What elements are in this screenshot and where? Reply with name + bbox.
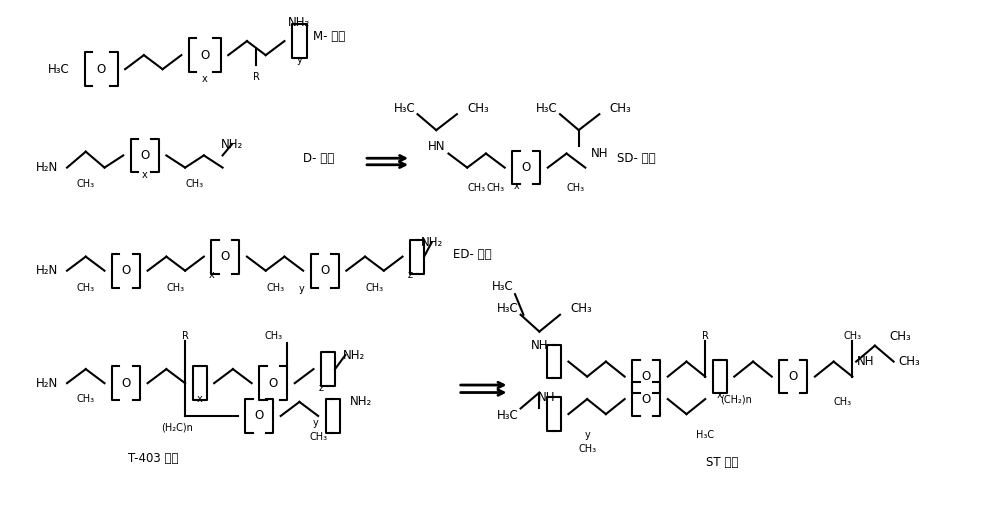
Text: NH: NH bbox=[531, 339, 548, 352]
Text: x: x bbox=[142, 170, 148, 180]
Text: CH₃: CH₃ bbox=[77, 394, 95, 404]
Text: NH: NH bbox=[591, 147, 608, 160]
Text: CH₃: CH₃ bbox=[467, 102, 489, 115]
Text: R: R bbox=[253, 72, 260, 82]
Text: H₃C: H₃C bbox=[394, 102, 416, 115]
Text: O: O bbox=[642, 393, 651, 406]
Text: H₂N: H₂N bbox=[36, 264, 58, 277]
Text: H₃C: H₃C bbox=[497, 302, 519, 315]
Text: NH₂: NH₂ bbox=[221, 138, 243, 151]
Text: y: y bbox=[298, 284, 304, 294]
Text: CH₃: CH₃ bbox=[468, 183, 486, 193]
Text: CH₃: CH₃ bbox=[77, 178, 95, 189]
Text: CH₃: CH₃ bbox=[185, 178, 204, 189]
Text: M- 系列: M- 系列 bbox=[313, 30, 345, 43]
Text: y: y bbox=[584, 430, 590, 440]
Text: O: O bbox=[121, 376, 131, 389]
Text: y: y bbox=[297, 55, 302, 65]
Text: (CH₂)n: (CH₂)n bbox=[720, 394, 752, 404]
Text: HN: HN bbox=[428, 139, 445, 152]
Text: SD- 系列: SD- 系列 bbox=[617, 152, 656, 165]
Text: O: O bbox=[522, 161, 531, 174]
Text: x: x bbox=[716, 391, 722, 400]
Text: CH₃: CH₃ bbox=[570, 302, 592, 315]
Text: O: O bbox=[789, 370, 798, 383]
Text: CH₃: CH₃ bbox=[898, 355, 920, 368]
Text: O: O bbox=[320, 264, 329, 277]
Text: R: R bbox=[182, 331, 189, 341]
Text: O: O bbox=[255, 409, 264, 422]
Text: CH₃: CH₃ bbox=[486, 183, 504, 193]
Text: CH₃: CH₃ bbox=[567, 183, 585, 193]
Text: CH₃: CH₃ bbox=[843, 331, 861, 341]
Text: O: O bbox=[269, 376, 278, 389]
Text: H₂N: H₂N bbox=[36, 376, 58, 389]
Text: NH₂: NH₂ bbox=[288, 16, 311, 29]
Text: D- 系列: D- 系列 bbox=[303, 152, 334, 165]
Text: H₃C: H₃C bbox=[48, 63, 70, 76]
Text: R: R bbox=[702, 331, 709, 341]
Text: CH₃: CH₃ bbox=[889, 330, 911, 343]
Text: CH₃: CH₃ bbox=[833, 397, 851, 407]
Text: NH: NH bbox=[538, 391, 556, 404]
Text: H₃C: H₃C bbox=[536, 102, 558, 115]
Text: O: O bbox=[96, 63, 105, 76]
Text: y: y bbox=[312, 419, 318, 428]
Text: (H₂C)n: (H₂C)n bbox=[161, 422, 193, 432]
Text: O: O bbox=[121, 264, 131, 277]
Text: CH₃: CH₃ bbox=[578, 444, 596, 454]
Text: x: x bbox=[202, 73, 208, 84]
Text: H₂N: H₂N bbox=[36, 161, 58, 174]
Text: O: O bbox=[200, 49, 209, 62]
Text: CH₃: CH₃ bbox=[266, 282, 284, 293]
Text: NH: NH bbox=[857, 355, 874, 368]
Text: H₃C: H₃C bbox=[696, 430, 714, 440]
Text: CH₃: CH₃ bbox=[610, 102, 631, 115]
Text: NH₂: NH₂ bbox=[350, 395, 372, 408]
Text: z: z bbox=[408, 270, 413, 280]
Text: T-403 系列: T-403 系列 bbox=[128, 452, 178, 465]
Text: CH₃: CH₃ bbox=[365, 282, 383, 293]
Text: x: x bbox=[208, 270, 214, 280]
Text: NH₂: NH₂ bbox=[343, 348, 365, 361]
Text: CH₃: CH₃ bbox=[77, 282, 95, 293]
Text: H₃C: H₃C bbox=[497, 409, 519, 422]
Text: CH₃: CH₃ bbox=[167, 282, 185, 293]
Text: z: z bbox=[318, 383, 323, 393]
Text: CH₃: CH₃ bbox=[309, 432, 327, 441]
Text: NH₂: NH₂ bbox=[420, 236, 443, 249]
Text: O: O bbox=[140, 149, 149, 162]
Text: CH₃: CH₃ bbox=[264, 331, 282, 341]
Text: x: x bbox=[197, 394, 203, 404]
Text: ED- 系列: ED- 系列 bbox=[453, 248, 492, 261]
Text: O: O bbox=[221, 250, 230, 263]
Text: x: x bbox=[514, 181, 520, 191]
Text: ST 系列: ST 系列 bbox=[706, 457, 739, 470]
Text: O: O bbox=[642, 370, 651, 383]
Text: H₃C: H₃C bbox=[492, 280, 514, 293]
